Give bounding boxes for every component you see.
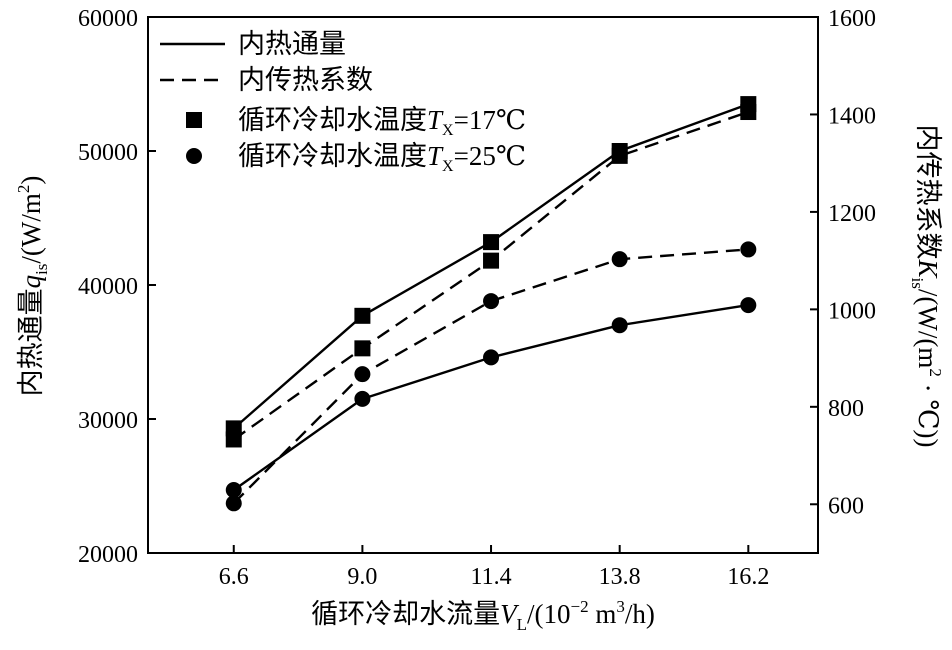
y-right-axis-title: 内传热系数Kis/(W/(m2 · ℃)) (908, 124, 945, 447)
series-layer (225, 96, 757, 512)
plot-frame (147, 16, 819, 554)
square-marker (483, 252, 500, 269)
y-left-tick-label: 50000 (78, 140, 138, 166)
square-marker (354, 307, 371, 324)
series-line (232, 248, 749, 505)
circle-marker (483, 349, 500, 366)
y-right-tick-label: 600 (828, 493, 864, 519)
circle-marker (483, 293, 500, 310)
circle-marker (354, 390, 371, 407)
square-marker (611, 147, 628, 164)
y-right-tick-label: 1400 (828, 103, 876, 129)
circle-marker (740, 297, 757, 314)
y-left-tick-label: 30000 (78, 408, 138, 434)
circle-marker (225, 495, 242, 512)
axes-layer: 6.6 9.0 11.4 13.8 16.2 20000 30000 40000 50000 60… (78, 6, 876, 590)
square-marker (483, 234, 500, 251)
legend-label: 循环冷却水温度TX=17℃ (238, 105, 526, 139)
x-axis-title: 循环冷却水流量VL/(10−2 m3/h) (311, 597, 655, 634)
circle-marker (611, 317, 628, 334)
x-tick-label: 11.4 (470, 564, 511, 590)
x-tick-label: 9.0 (347, 564, 377, 590)
legend-label: 循环冷却水温度TX=25℃ (238, 141, 526, 175)
series-line (233, 303, 749, 491)
y-right-tick-label: 1000 (828, 298, 876, 324)
circle-marker (225, 482, 242, 499)
legend-square-marker (186, 112, 202, 128)
legend-label: 内传热系数 (238, 65, 373, 95)
y-right-tick-label: 1600 (828, 6, 876, 32)
square-marker (354, 340, 371, 357)
circle-marker (611, 251, 628, 268)
circle-marker (354, 366, 371, 383)
y-right-tick-label: 1200 (828, 201, 876, 227)
y-right-tick-label: 800 (828, 396, 864, 422)
circle-marker (740, 241, 757, 258)
x-tick-label: 16.2 (727, 564, 769, 590)
x-tick-label: 13.8 (599, 564, 641, 590)
y-left-axis-title: 内热通量qis/(W/m2) (14, 176, 51, 397)
legend-label: 内热通量 (238, 29, 346, 59)
y-left-tick-label: 60000 (78, 6, 138, 32)
square-marker (740, 104, 757, 121)
y-left-tick-label: 20000 (78, 542, 138, 568)
legend-circle-marker (186, 148, 202, 164)
x-tick-label: 6.6 (219, 564, 249, 590)
y-left-tick-label: 40000 (78, 274, 138, 300)
square-marker (225, 431, 242, 448)
